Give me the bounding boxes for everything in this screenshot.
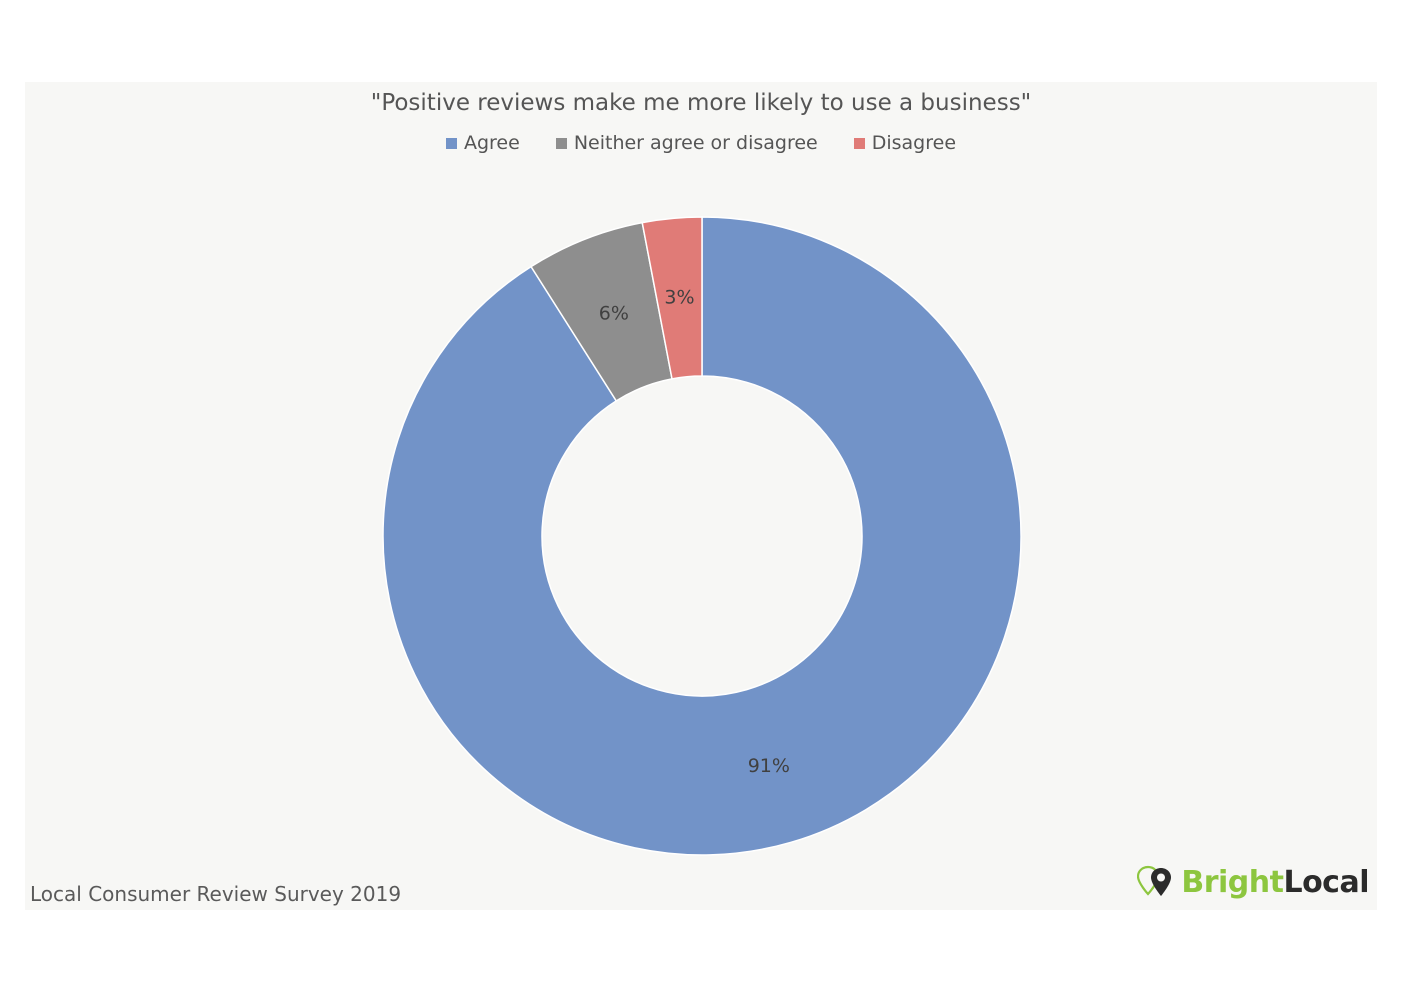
donut-chart: 91% 6% 3% [382,216,1022,856]
source-caption: Local Consumer Review Survey 2019 [30,882,402,906]
legend-label-disagree: Disagree [871,132,957,154]
data-label-neither-agree-or-disagree: 6% [599,302,629,324]
legend-swatch-disagree [853,137,865,149]
brand-wordmark-bright: Bright [1181,864,1284,900]
brand-wordmark-local: Local [1283,864,1369,900]
legend-swatch-agree [445,137,457,149]
donut-slice-disagree [641,216,703,380]
chart-title: "Positive reviews make me more likely to… [370,90,1032,116]
data-label-disagree: 3% [664,287,694,309]
chart-panel: 91% 6% 3% "Positive reviews make me more l… [25,82,1377,910]
legend-label-neither: Neither agree or disagree [573,132,818,154]
legend-item-disagree: Disagree [853,132,957,154]
donut-slice-agree [382,216,1022,856]
legend-swatch-neither [555,137,567,149]
data-label-agree: 91% [748,755,790,777]
brand-wordmark: BrightLocal [1181,865,1369,900]
legend-item-agree: Agree [445,132,520,154]
brightlocal-logo: BrightLocal [1137,864,1369,900]
chart-legend: Agree Neither agree or disagree Disagree [25,132,1377,154]
legend-label-agree: Agree [463,132,520,154]
legend-item-neither: Neither agree or disagree [555,132,818,154]
map-pin-icon [1137,865,1172,896]
